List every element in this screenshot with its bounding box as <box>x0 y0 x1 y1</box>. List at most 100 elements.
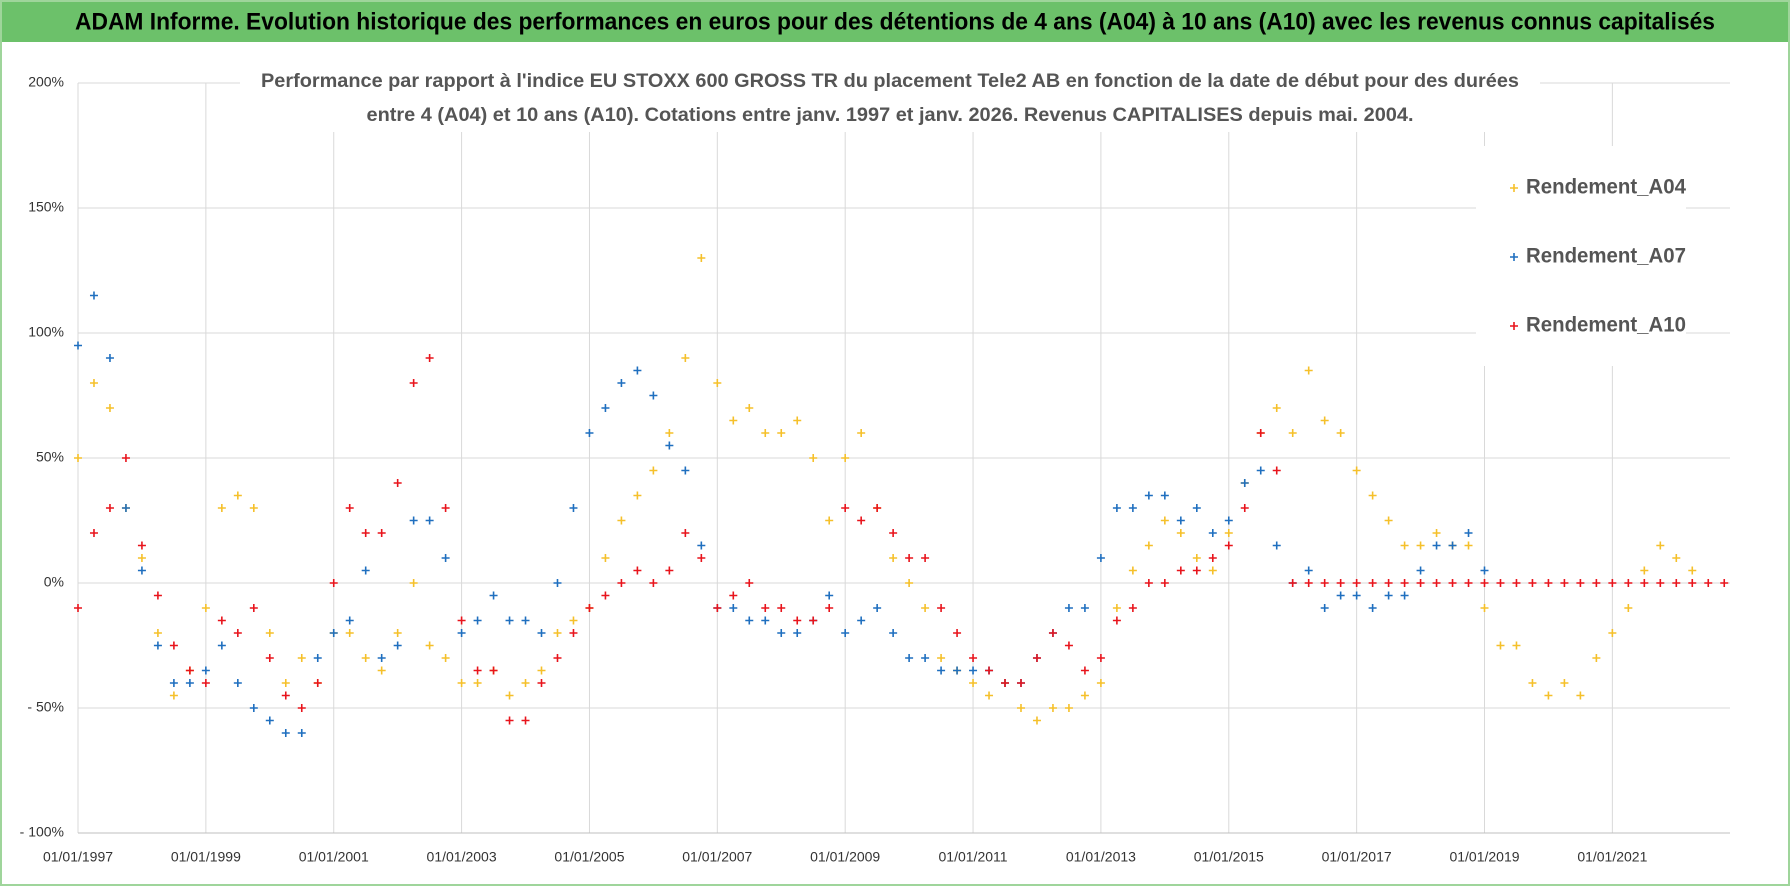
data-point <box>745 404 754 412</box>
data-point <box>1064 604 1073 612</box>
data-point <box>969 654 978 662</box>
data-point <box>1352 466 1361 475</box>
data-point <box>1384 579 1393 587</box>
data-point <box>985 666 994 675</box>
data-point <box>505 616 514 625</box>
data-point <box>473 666 482 675</box>
y-tick-label: 200% <box>28 74 64 90</box>
data-point <box>1560 679 1569 687</box>
data-point <box>153 641 162 650</box>
x-tick-label: 01/01/2007 <box>682 849 752 865</box>
data-point <box>1272 541 1281 550</box>
data-point <box>89 291 98 300</box>
data-point <box>1432 529 1441 537</box>
data-point <box>1480 579 1489 587</box>
data-point <box>1496 641 1505 650</box>
data-point <box>361 529 370 537</box>
data-point <box>1032 716 1041 725</box>
data-point <box>457 629 466 637</box>
data-point <box>649 579 658 587</box>
data-point <box>905 654 914 662</box>
data-point <box>969 679 978 687</box>
data-point <box>409 516 418 525</box>
data-point <box>265 716 274 725</box>
data-point <box>233 679 242 687</box>
data-point <box>1096 654 1105 662</box>
data-point <box>873 504 882 512</box>
data-point <box>1160 579 1169 587</box>
data-point <box>841 629 850 637</box>
data-point <box>713 604 722 612</box>
data-point <box>1480 566 1489 575</box>
data-point <box>1544 691 1553 700</box>
data-point <box>1064 641 1073 650</box>
data-point <box>1368 491 1377 500</box>
data-point <box>1112 616 1121 625</box>
data-point <box>89 379 98 387</box>
legend-label: Rendement_A07 <box>1526 245 1686 268</box>
data-point <box>889 554 898 562</box>
data-point <box>185 679 194 687</box>
data-point <box>1352 591 1361 600</box>
data-point <box>1320 604 1329 612</box>
data-point <box>409 379 418 387</box>
data-point <box>537 666 546 675</box>
data-point <box>1144 541 1153 550</box>
data-point <box>201 604 210 612</box>
data-point <box>1336 591 1345 600</box>
data-point <box>889 529 898 537</box>
data-point <box>1640 579 1649 587</box>
data-point <box>1272 404 1281 412</box>
data-point <box>857 429 866 437</box>
data-point <box>521 716 530 725</box>
data-point <box>1464 579 1473 587</box>
data-point <box>1224 529 1233 537</box>
x-tick-label: 01/01/1997 <box>43 849 113 865</box>
data-point <box>745 616 754 625</box>
data-point <box>137 566 146 575</box>
data-point <box>761 429 770 437</box>
data-point <box>633 566 642 575</box>
data-point <box>393 641 402 650</box>
y-tick-label: 150% <box>28 199 64 215</box>
data-point <box>473 616 482 625</box>
y-tick-label: - 50% <box>27 699 64 715</box>
data-point <box>377 654 386 662</box>
subtitle-background <box>240 64 1540 132</box>
data-point <box>585 604 594 612</box>
data-point <box>169 641 178 650</box>
data-point <box>1688 566 1697 575</box>
data-point <box>425 641 434 650</box>
data-point <box>74 341 82 350</box>
data-point <box>1448 541 1457 550</box>
data-point <box>1128 566 1137 575</box>
data-point <box>841 504 850 512</box>
data-point <box>1400 541 1409 550</box>
data-point <box>633 491 642 500</box>
data-point <box>393 479 402 487</box>
data-point <box>1224 516 1233 525</box>
data-point <box>745 579 754 587</box>
x-tick-label: 01/01/2011 <box>939 849 1008 865</box>
data-point <box>1672 579 1681 587</box>
data-point <box>1384 591 1393 600</box>
y-tick-label: 0% <box>44 574 64 590</box>
data-point <box>1144 491 1153 500</box>
data-point <box>921 554 930 562</box>
data-point <box>1624 604 1633 612</box>
data-point <box>681 354 690 362</box>
data-point <box>1576 691 1585 700</box>
data-point <box>1160 491 1169 500</box>
x-tick-label: 01/01/2001 <box>299 849 369 865</box>
data-point <box>729 591 738 600</box>
data-point <box>441 554 450 562</box>
data-point <box>729 416 738 425</box>
data-point <box>425 516 434 525</box>
data-point <box>825 604 834 612</box>
data-point <box>457 679 466 687</box>
data-point <box>249 704 258 712</box>
data-point <box>441 654 450 662</box>
data-point <box>713 379 722 387</box>
